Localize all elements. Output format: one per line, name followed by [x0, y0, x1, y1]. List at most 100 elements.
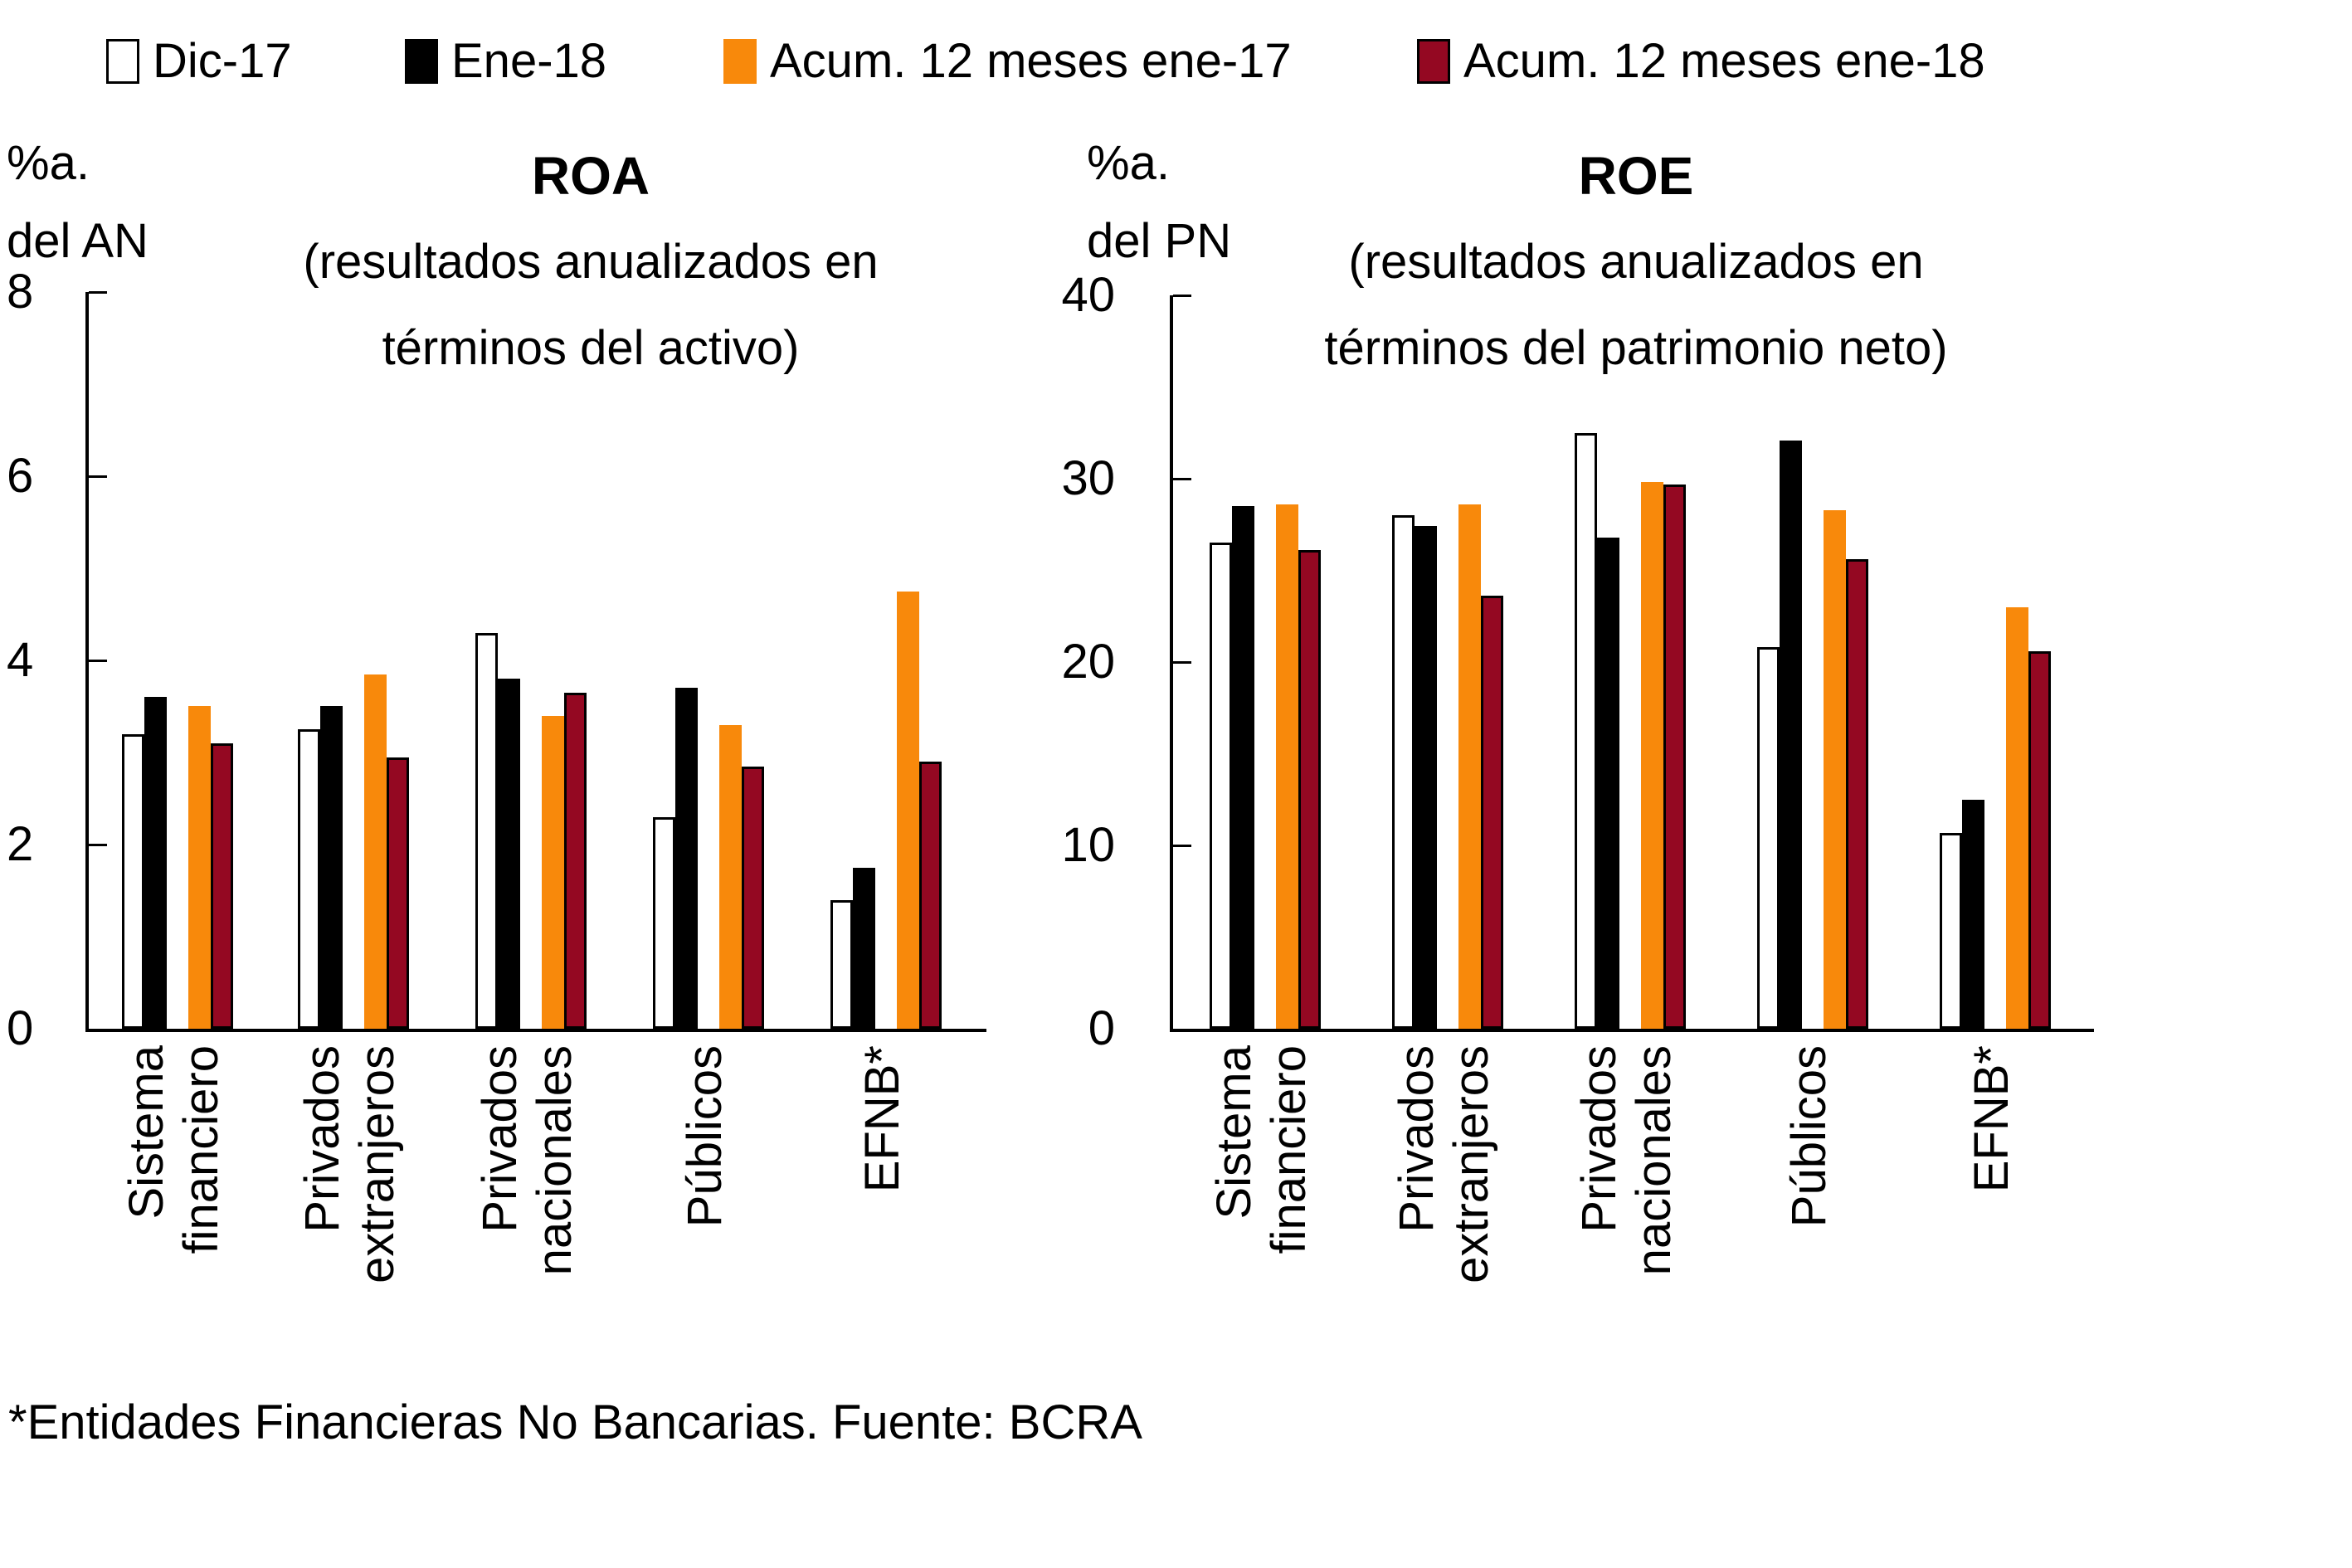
- x-axis-category-label: EFNB*: [1965, 1045, 2018, 1193]
- x-axis-category-label: Sistema financiero: [119, 1045, 228, 1254]
- roa-title-block: ROA (resultados anualizados en términos …: [217, 133, 964, 392]
- y-axis-tick-label: 0: [1088, 1001, 1115, 1055]
- y-axis-tick: [89, 475, 107, 478]
- roe-y-axis-unit: %a. del PN: [1087, 124, 1231, 280]
- y-axis-tick: [1173, 845, 1191, 847]
- y-axis-tick: [89, 660, 107, 662]
- legend-label: Dic-17: [153, 34, 292, 88]
- roa-plot-area: [85, 291, 986, 1032]
- bar-series-1: [830, 900, 853, 1029]
- bar-series-3: [1824, 510, 1846, 1029]
- bar-series-3: [1276, 504, 1298, 1029]
- x-axis-category-label: Privados nacionales: [473, 1045, 582, 1276]
- y-axis-tick-label: 6: [7, 449, 34, 503]
- bar-series-2: [144, 697, 167, 1029]
- roa-subtitle-line2: términos del activo): [382, 321, 800, 375]
- bar-series-1: [1210, 543, 1232, 1029]
- roe-title-block: ROE (resultados anualizados en términos …: [1263, 133, 2009, 392]
- bar-group: [1392, 295, 1503, 1029]
- roe-subtitle-line2: términos del patrimonio neto): [1324, 321, 1948, 375]
- bar-group: [122, 292, 233, 1029]
- legend-label: Acum. 12 meses ene-18: [1463, 34, 1985, 88]
- y-axis-tick: [89, 844, 107, 846]
- bar-group: [1940, 295, 2051, 1029]
- y-axis-tick-label: 40: [1061, 268, 1115, 322]
- roa-title: ROA: [531, 146, 650, 206]
- bar-series-4: [564, 693, 587, 1029]
- roe-subtitle-line1: (resultados anualizados en: [1348, 235, 1924, 289]
- y-axis-tick: [1173, 661, 1191, 664]
- bar-series-1: [653, 817, 675, 1029]
- bar-series-3: [719, 725, 742, 1029]
- roa-y-axis-unit: %a. del AN: [7, 124, 149, 280]
- bar-series-2: [675, 688, 698, 1029]
- legend-item: Acum. 12 meses ene-18: [1417, 32, 1985, 91]
- y-axis-tick: [1173, 295, 1191, 297]
- bar-series-2: [853, 868, 875, 1029]
- bar-series-1: [475, 633, 498, 1029]
- x-axis-category-label: Privados extranjeros: [1390, 1045, 1498, 1283]
- bar-series-2: [320, 706, 343, 1029]
- bar-group: [298, 292, 409, 1029]
- bar-series-3: [1641, 482, 1663, 1029]
- bar-group: [1575, 295, 1686, 1029]
- bar-group: [653, 292, 764, 1029]
- bar-series-4: [1481, 596, 1503, 1029]
- footnote: *Entidades Financieras No Bancarias. Fue…: [8, 1395, 1142, 1449]
- bar-series-1: [1392, 515, 1415, 1029]
- roe-plot-area: [1170, 295, 2094, 1032]
- bar-series-4: [1846, 559, 1868, 1029]
- bar-series-1: [298, 729, 320, 1029]
- legend-item: Ene-18: [405, 32, 606, 91]
- legend-item: Dic-17: [106, 32, 292, 91]
- bar-series-4: [919, 762, 942, 1029]
- roe-title: ROE: [1578, 146, 1694, 206]
- legend-label: Ene-18: [451, 34, 607, 88]
- legend-label: Acum. 12 meses ene-17: [770, 34, 1292, 88]
- y-axis-tick-label: 4: [7, 633, 34, 687]
- bar-series-2: [1232, 506, 1254, 1029]
- bar-series-2: [1415, 526, 1437, 1029]
- x-axis-category-label: EFNB*: [855, 1045, 909, 1193]
- bar-group: [830, 292, 942, 1029]
- bar-series-4: [211, 743, 233, 1029]
- bar-series-1: [1940, 833, 1962, 1029]
- legend-swatch-4: [1417, 39, 1450, 84]
- roa-subtitle-line1: (resultados anualizados en: [303, 235, 879, 289]
- y-axis-tick-label: 10: [1061, 818, 1115, 872]
- bar-series-3: [2006, 607, 2028, 1029]
- bar-series-1: [122, 734, 144, 1029]
- legend-swatch-3: [723, 39, 757, 84]
- bar-series-1: [1575, 433, 1597, 1029]
- bar-series-4: [1298, 550, 1321, 1029]
- bar-series-4: [2028, 651, 2051, 1029]
- y-axis-tick-label: 2: [7, 817, 34, 871]
- x-axis-category-label: Públicos: [1782, 1045, 1836, 1228]
- y-axis-tick-label: 0: [7, 1001, 34, 1055]
- y-axis-tick-label: 30: [1061, 451, 1115, 505]
- y-axis-tick-label: 20: [1061, 635, 1115, 689]
- roa-unit-line2: del AN: [7, 214, 149, 268]
- bar-series-3: [364, 674, 387, 1029]
- bar-series-2: [498, 679, 520, 1029]
- bar-series-3: [897, 592, 919, 1029]
- x-axis-category-label: Sistema financiero: [1207, 1045, 1316, 1254]
- bar-series-3: [542, 716, 564, 1029]
- y-axis-tick: [1173, 478, 1191, 480]
- legend-swatch-1: [106, 39, 139, 84]
- legend-swatch-2: [405, 39, 438, 84]
- roe-unit-line2: del PN: [1087, 214, 1232, 268]
- bar-group: [1757, 295, 1868, 1029]
- roa-unit-line1: %a.: [7, 136, 90, 190]
- x-axis-category-label: Privados nacionales: [1572, 1045, 1681, 1276]
- bar-series-2: [1962, 800, 1984, 1029]
- bar-series-4: [1663, 485, 1686, 1029]
- bar-series-2: [1597, 538, 1619, 1029]
- y-axis-tick: [89, 291, 107, 294]
- bar-group: [1210, 295, 1321, 1029]
- x-axis-category-label: Públicos: [678, 1045, 732, 1228]
- bar-series-2: [1780, 441, 1802, 1029]
- x-axis-category-label: Privados extranjeros: [295, 1045, 404, 1283]
- roe-unit-line1: %a.: [1087, 136, 1170, 190]
